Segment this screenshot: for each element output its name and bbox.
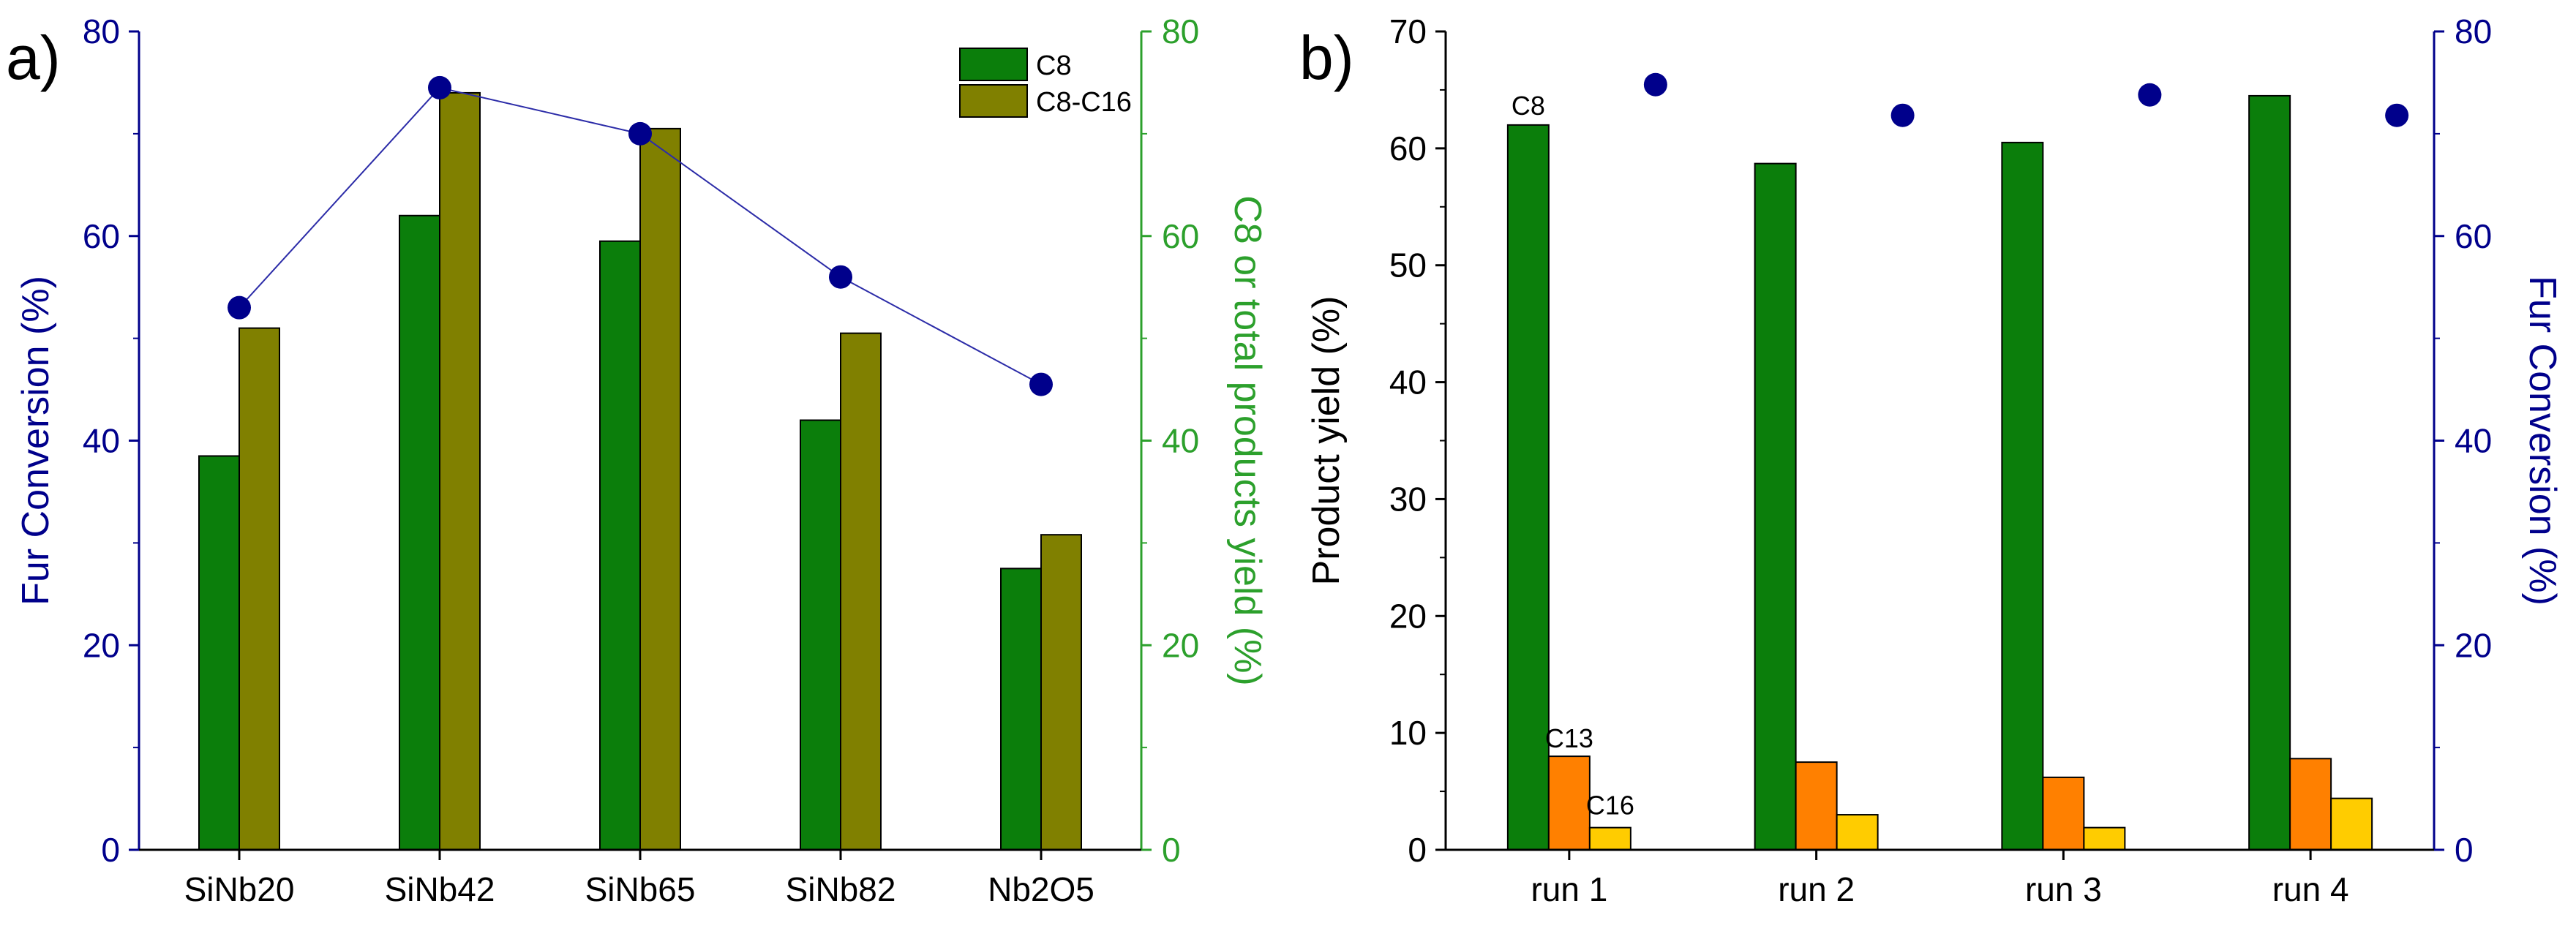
- x-tick-label-run-3: run 3: [2025, 870, 2102, 908]
- left-tick-label: 20: [83, 626, 120, 664]
- bar-c8-run-1: [1506, 124, 1550, 851]
- left-tick-label: 60: [1389, 129, 1427, 167]
- left-tick-label: 0: [1408, 831, 1427, 869]
- bar-c8-sinb42: [399, 214, 440, 851]
- fur-conversion-point-run-3: [2138, 83, 2162, 107]
- legend-swatch-c8-c16: [959, 84, 1028, 118]
- panel-b: C8 C13 C16 0 10 20 30 40 50 60 70 0 20 40 60 80 run 1 run…: [1299, 12, 2564, 908]
- fur-conversion-point-sinb65: [628, 121, 652, 146]
- bar-c13-run-1: [1547, 755, 1591, 851]
- left-tick-label: 10: [1389, 714, 1427, 752]
- bar-c8-c16-nb2o5: [1040, 534, 1082, 851]
- bar-c8-run-3: [2001, 141, 2044, 851]
- left-tick-label: 70: [1389, 12, 1427, 50]
- legend-swatch-c8: [959, 48, 1028, 81]
- annotation-c13: C13: [1545, 723, 1593, 753]
- x-tick-label-sinb20: SiNb20: [184, 870, 295, 908]
- fur-conversion-point-sinb20: [228, 295, 251, 320]
- bar-c16-run-3: [2083, 826, 2126, 851]
- right-tick-label: 20: [2455, 626, 2492, 664]
- right-axis-title: Fur Conversion (%): [2521, 276, 2564, 606]
- fur-conversion-point-nb2o5: [1029, 372, 1053, 396]
- x-tick-label-run-1: run 1: [1531, 870, 1607, 908]
- left-tick-label: 40: [83, 422, 120, 460]
- x-tick-label-nb2o5: Nb2O5: [988, 870, 1094, 908]
- left-tick-label: 40: [1389, 363, 1427, 402]
- x-tick-label-run-4: run 4: [2272, 870, 2349, 908]
- bar-c8-c16-sinb82: [840, 332, 882, 851]
- bar-c8-c16-sinb20: [239, 327, 280, 851]
- x-tick-label-run-2: run 2: [1778, 870, 1855, 908]
- bar-c8-run-2: [1754, 162, 1797, 851]
- bar-c13-run-3: [2042, 776, 2085, 851]
- left-tick-label: 80: [83, 12, 120, 50]
- fur-conversion-point-run-2: [1890, 103, 1915, 127]
- right-tick-label: 60: [2455, 217, 2492, 255]
- bar-c16-run-1: [1588, 826, 1631, 851]
- bar-c8-sinb65: [599, 240, 641, 851]
- bar-c8-c16-sinb65: [639, 127, 681, 851]
- panel-label-a: a): [6, 23, 61, 92]
- panel-a: 0 20 40 60 80 0 20 40 60 80 SiNb20 SiNb42 SiNb65 SiNb…: [6, 12, 1269, 908]
- right-tick-label: 80: [2455, 12, 2492, 50]
- right-tick-label: 80: [1162, 12, 1199, 50]
- left-tick-label: 30: [1389, 480, 1427, 518]
- bar-c8-nb2o5: [1000, 568, 1042, 851]
- bar-c8-sinb82: [800, 419, 841, 851]
- fur-conversion-point-sinb82: [829, 265, 852, 289]
- annotation-c8: C8: [1512, 91, 1545, 121]
- right-axis-title: C8 or total products yield (%): [1226, 195, 1269, 686]
- left-axis-title: Fur Conversion (%): [15, 276, 57, 606]
- bar-c16-run-4: [2330, 797, 2373, 851]
- fur-conversion-point-sinb42: [428, 75, 451, 99]
- left-tick-label: 60: [83, 217, 120, 255]
- left-axis-title: Product yield (%): [1305, 296, 1348, 586]
- fur-conversion-point-run-1: [1643, 72, 1667, 97]
- bar-c13-run-2: [1795, 761, 1838, 851]
- legend-label-c8-c16: C8-C16: [1036, 87, 1132, 118]
- right-tick-label: 40: [1162, 422, 1199, 460]
- left-tick-label: 0: [101, 831, 120, 869]
- bar-c8-sinb20: [198, 455, 240, 851]
- left-tick-label: 50: [1389, 246, 1427, 284]
- right-tick-label: 20: [1162, 626, 1199, 664]
- x-tick-label-sinb65: SiNb65: [585, 870, 696, 908]
- panel-label-b: b): [1299, 23, 1354, 92]
- right-tick-label: 0: [2455, 831, 2474, 869]
- x-tick-label-sinb42: SiNb42: [385, 870, 495, 908]
- annotation-c16: C16: [1586, 791, 1634, 821]
- bar-c8-run-4: [2248, 94, 2291, 851]
- right-tick-label: 60: [1162, 217, 1199, 255]
- right-tick-label: 0: [1162, 831, 1181, 869]
- bar-c8-c16-sinb42: [439, 91, 481, 851]
- right-tick-label: 40: [2455, 422, 2492, 460]
- legend-label-c8: C8: [1036, 50, 1072, 81]
- x-tick-label-sinb82: SiNb82: [786, 870, 896, 908]
- left-tick-label: 20: [1389, 597, 1427, 635]
- bar-c16-run-2: [1836, 814, 1879, 851]
- fur-conversion-point-run-4: [2385, 103, 2409, 127]
- bar-c13-run-4: [2289, 758, 2332, 851]
